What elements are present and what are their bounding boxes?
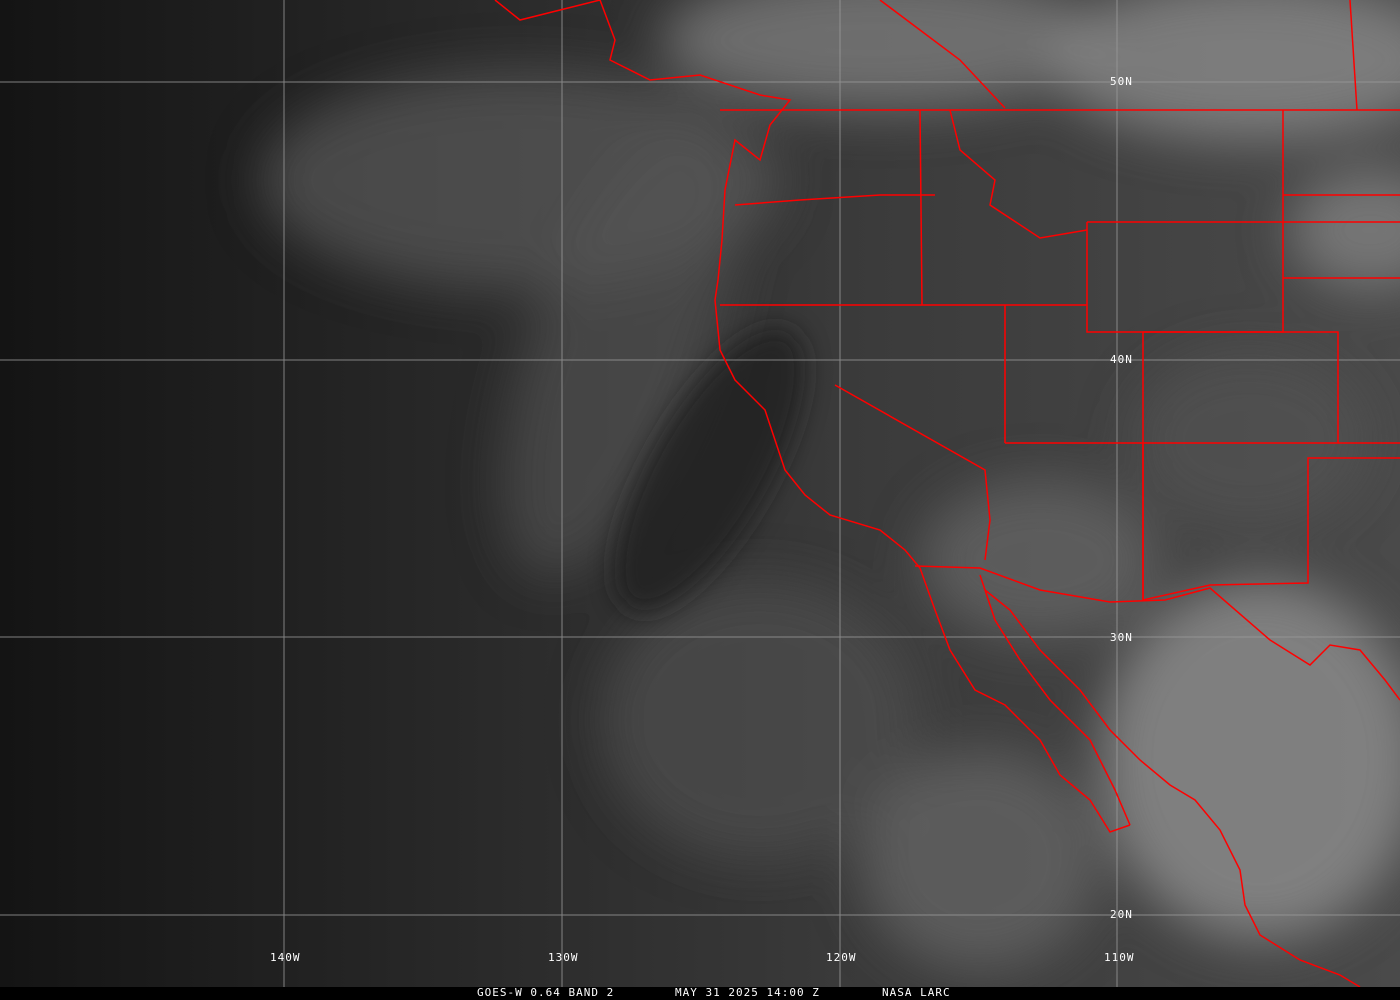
wa-or-border [734,194,935,206]
ca-nv-border [834,384,991,561]
lat-label-50n: 50N [1110,75,1133,88]
ocean-clear-area [614,328,806,612]
coastline-north [494,0,921,569]
caption-source: NASA LARC [882,986,951,999]
coastline-baja-east [979,574,1131,826]
lon-label-140w: 140W [270,951,301,964]
lon-label-130w: 130W [548,951,579,964]
coastline-baja-west [919,567,1131,833]
lat-label-20n: 20N [1110,908,1133,921]
lon-label-120w: 120W [826,951,857,964]
lon-label-110w: 110W [1104,951,1135,964]
coastline-mexico-mainland [984,589,1361,988]
political-boundaries [494,0,1400,988]
idaho-border [919,109,923,306]
us-mexico-border [914,565,1400,701]
caption-bar: GOES-W 0.64 BAND 2 MAY 31 2025 14:00 Z N… [0,986,1400,1000]
caption-datetime: MAY 31 2025 14:00 Z [675,986,820,999]
lat-label-30n: 30N [1110,631,1133,644]
caption-satellite: GOES-W 0.64 BAND 2 [477,986,615,999]
lat-label-40n: 40N [1110,353,1133,366]
utah-colorado [1005,331,1339,600]
canada-border-north [879,0,1006,109]
